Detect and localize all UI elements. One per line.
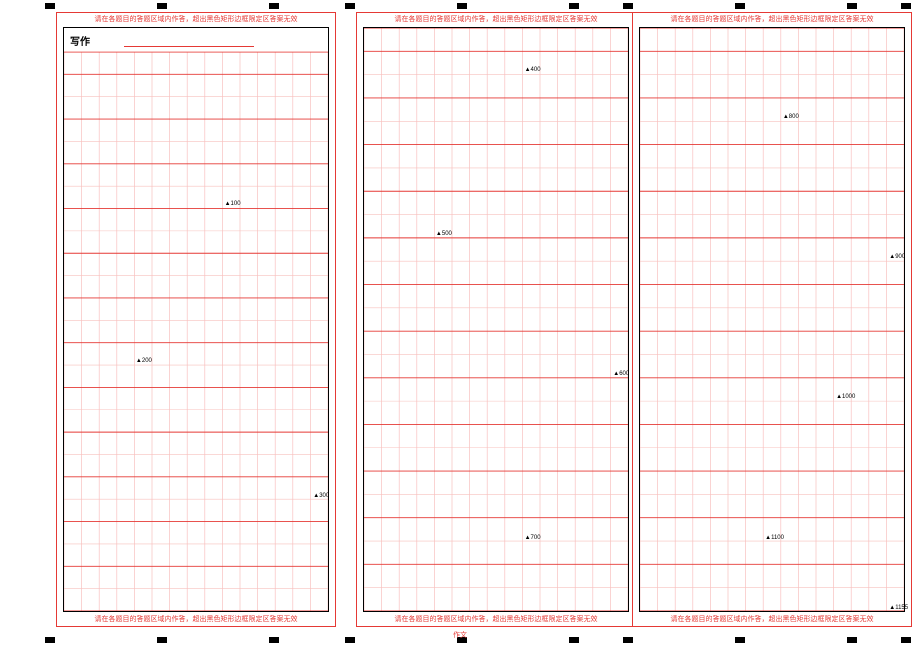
char-count-marker: ▲700 (525, 535, 541, 541)
footer-label: 作文 (0, 630, 920, 640)
reg-mark (847, 3, 857, 9)
char-count-marker: ▲100 (225, 201, 241, 207)
char-count-marker: ▲300 (313, 493, 329, 499)
warning-top: 请在各题目的答题区域内作答，超出黑色矩形边框限定区答案无效 (633, 16, 911, 23)
warning-top: 请在各题目的答题区域内作答，超出黑色矩形边框限定区答案无效 (57, 16, 335, 23)
char-count-marker: ▲800 (783, 114, 799, 120)
title-underline (124, 46, 254, 47)
title-row: 写作 (64, 28, 328, 52)
char-count-marker: ▲400 (525, 67, 541, 73)
char-count-marker: ▲900 (889, 254, 905, 260)
panel-inner: ▲400 ▲500 ▲600 ▲700 (363, 27, 629, 612)
warning-bottom: 请在各题目的答题区域内作答，超出黑色矩形边框限定区答案无效 (57, 616, 335, 623)
reg-mark (569, 3, 579, 9)
writing-grid: ▲800▲900▲1000▲1100▲1155 (640, 28, 904, 611)
reg-mark (45, 3, 55, 9)
warning-bottom: 请在各题目的答题区域内作答，超出黑色矩形边框限定区答案无效 (633, 616, 911, 623)
writing-grid: ▲400 ▲500 ▲600 ▲700 (364, 28, 628, 611)
panel-inner: ▲800 ▲900 ▲1000 ▲1100 ▲1155 (639, 27, 905, 612)
char-count-marker: ▲600 (613, 371, 629, 377)
reg-mark (269, 3, 279, 9)
reg-mark (735, 3, 745, 9)
registration-marks-top (0, 3, 920, 9)
char-count-marker: ▲1100 (765, 535, 784, 541)
answer-panel: 请在各题目的答题区域内作答，超出黑色矩形边框限定区答案无效请在各题目的答题区域内… (632, 12, 912, 627)
char-count-marker: ▲200 (136, 358, 152, 364)
reg-mark (345, 3, 355, 9)
section-title: 写作 (70, 37, 90, 48)
reg-mark (901, 3, 911, 9)
writing-grid: ▲100 ▲200 ▲300 (64, 52, 328, 611)
char-count-marker: ▲500 (436, 231, 452, 237)
warning-bottom: 请在各题目的答题区域内作答，超出黑色矩形边框限定区答案无效 (357, 616, 635, 623)
warning-top: 请在各题目的答题区域内作答，超出黑色矩形边框限定区答案无效 (357, 16, 635, 23)
reg-mark (623, 3, 633, 9)
char-count-marker: ▲1155 (889, 605, 908, 611)
answer-panel: 请在各题目的答题区域内作答，超出黑色矩形边框限定区答案无效请在各题目的答题区域内… (356, 12, 636, 627)
panel-inner: 写作 ▲100 ▲200 ▲300 (63, 27, 329, 612)
char-count-marker: ▲1000 (836, 394, 855, 400)
reg-mark (457, 3, 467, 9)
reg-mark (157, 3, 167, 9)
answer-panel: 请在各题目的答题区域内作答，超出黑色矩形边框限定区答案无效请在各题目的答题区域内… (56, 12, 336, 627)
